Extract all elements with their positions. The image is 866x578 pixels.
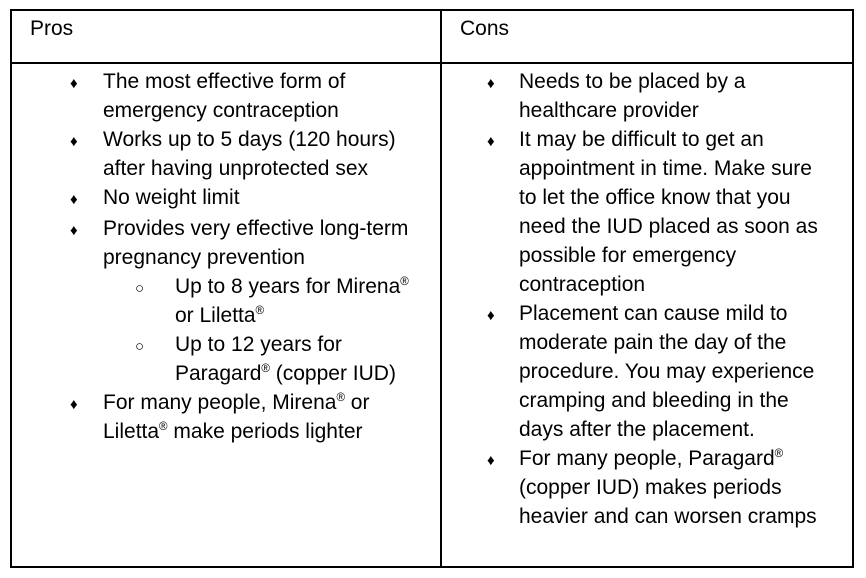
list-item-text: For many people, Paragard® (copper IUD) … bbox=[519, 447, 817, 528]
cons-header-label: Cons bbox=[460, 17, 510, 40]
circle-bullet-icon: ○ bbox=[135, 280, 145, 297]
list-item: ♦ For many people, Mirena® or Liletta® m… bbox=[12, 388, 440, 446]
list-item: ♦ Works up to 5 days (120 hours) after h… bbox=[12, 125, 440, 183]
cons-header-cell: Cons bbox=[442, 11, 852, 64]
diamond-bullet-icon: ♦ bbox=[487, 307, 495, 324]
diamond-bullet-icon: ♦ bbox=[487, 75, 495, 92]
list-item-body: Provides very effective long-term pregna… bbox=[103, 214, 424, 388]
diamond-bullet-icon: ♦ bbox=[70, 75, 78, 92]
diamond-bullet-icon: ♦ bbox=[70, 222, 78, 239]
list-item-text: No weight limit bbox=[103, 186, 240, 209]
list-item-text: It may be difficult to get an appointmen… bbox=[519, 128, 818, 296]
cons-body-cell: ♦ Needs to be placed by a healthcare pro… bbox=[442, 64, 852, 566]
list-item: ♦ It may be difficult to get an appointm… bbox=[442, 125, 852, 299]
list-item-text: Needs to be placed by a healthcare provi… bbox=[519, 70, 746, 122]
list-item-text: Placement can cause mild to moderate pai… bbox=[519, 302, 815, 441]
sub-list-item: ○ Up to 12 years for Paragard® (copper I… bbox=[135, 330, 424, 388]
diamond-bullet-icon: ♦ bbox=[487, 133, 495, 150]
pros-body-cell: ♦ The most effective form of emergency c… bbox=[12, 64, 442, 566]
pros-header-cell: Pros bbox=[12, 11, 442, 64]
diamond-bullet-icon: ♦ bbox=[487, 452, 495, 469]
list-item-text: Provides very effective long-term pregna… bbox=[103, 217, 409, 269]
list-item: ♦ No weight limit bbox=[12, 183, 440, 214]
sub-list-item: ○ Up to 8 years for Mirena® or Liletta® bbox=[135, 272, 424, 330]
pros-sublist: ○ Up to 8 years for Mirena® or Liletta® … bbox=[103, 272, 424, 388]
cons-list: ♦ Needs to be placed by a healthcare pro… bbox=[442, 67, 852, 531]
circle-bullet-icon: ○ bbox=[135, 338, 145, 355]
list-item: ♦ Provides very effective long-term preg… bbox=[12, 214, 440, 388]
diamond-bullet-icon: ♦ bbox=[70, 191, 78, 208]
sub-list-item-text: Up to 8 years for Mirena® or Liletta® bbox=[175, 275, 409, 327]
list-item: ♦ Placement can cause mild to moderate p… bbox=[442, 299, 852, 444]
list-item-text: Works up to 5 days (120 hours) after hav… bbox=[103, 128, 396, 180]
list-item: ♦ The most effective form of emergency c… bbox=[12, 67, 440, 125]
pros-cons-table: Pros Cons ♦ The most effective form of e… bbox=[10, 9, 854, 568]
list-item: ♦ For many people, Paragard® (copper IUD… bbox=[442, 444, 852, 531]
list-item: ♦ Needs to be placed by a healthcare pro… bbox=[442, 67, 852, 125]
list-item-text: The most effective form of emergency con… bbox=[103, 70, 346, 122]
pros-header-label: Pros bbox=[30, 17, 74, 40]
pros-list: ♦ The most effective form of emergency c… bbox=[12, 67, 440, 446]
diamond-bullet-icon: ♦ bbox=[70, 396, 78, 413]
list-item-text: For many people, Mirena® or Liletta® mak… bbox=[103, 391, 370, 443]
diamond-bullet-icon: ♦ bbox=[70, 133, 78, 150]
sub-list-item-text: Up to 12 years for Paragard® (copper IUD… bbox=[175, 333, 396, 385]
